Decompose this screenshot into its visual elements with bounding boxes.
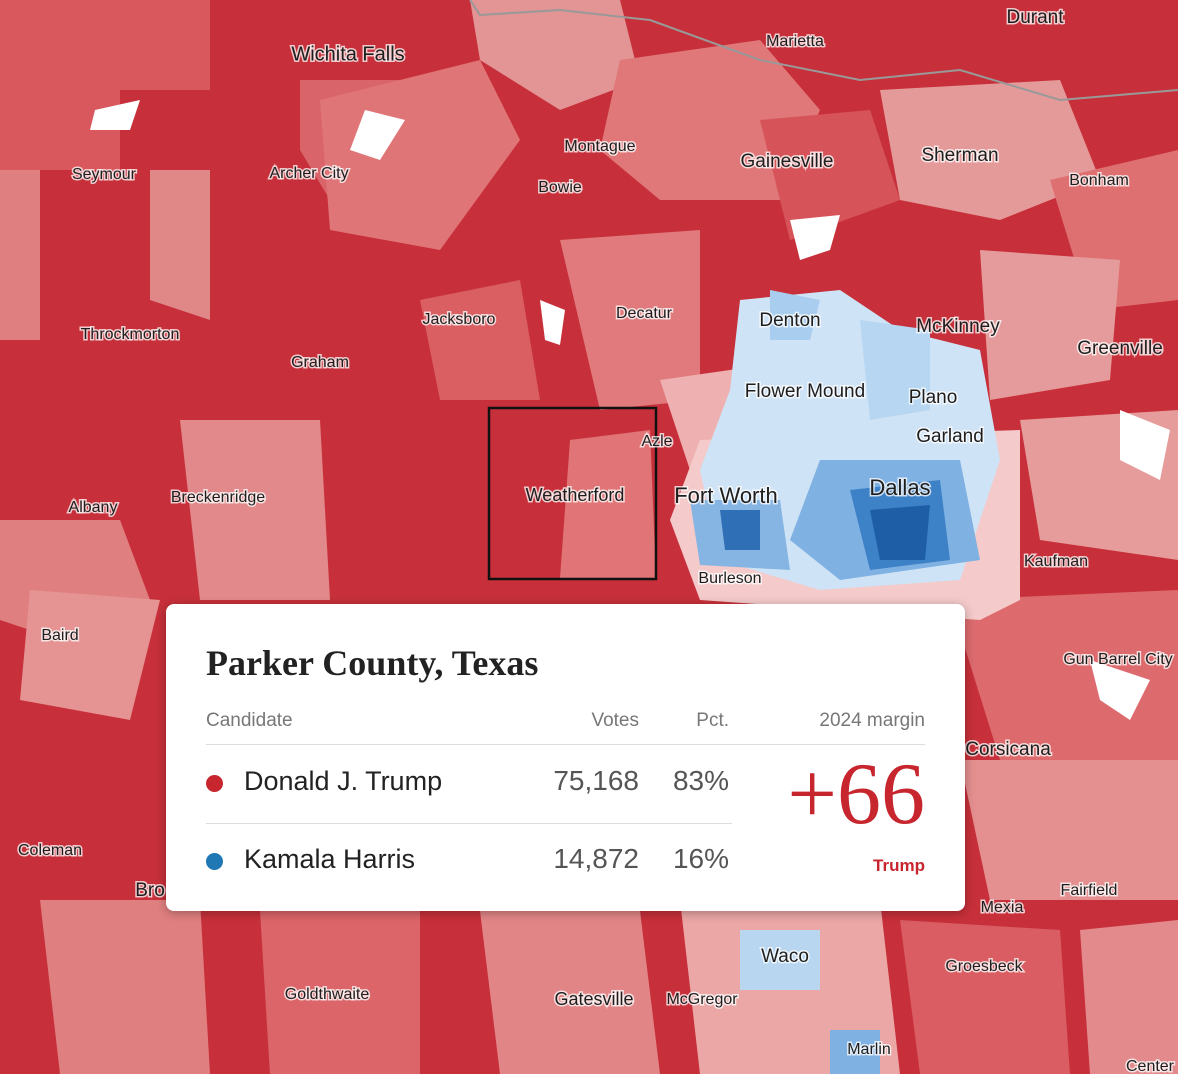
city-label: McGregor <box>666 991 738 1008</box>
city-label: Denton <box>759 310 820 331</box>
city-label: Sherman <box>921 145 998 166</box>
city-label: Gun Barrel City <box>1063 651 1172 668</box>
city-label: Goldthwaite <box>285 986 370 1003</box>
candidate-dot <box>206 853 223 870</box>
header: 2024 margin <box>819 710 925 731</box>
city-label: Plano <box>909 387 958 408</box>
city-label: Breckenridge <box>171 489 265 506</box>
tooltip: Parker County, Texas Candidate Votes Pct… <box>166 604 965 911</box>
city-label: Throckmorton <box>81 326 180 343</box>
candidate-name: Kamala Harris <box>244 844 416 874</box>
city-label: Fairfield <box>1061 882 1118 899</box>
margin-label: Trump <box>873 856 925 875</box>
county-outline <box>487 406 658 581</box>
city-label: Kaufman <box>1024 553 1088 570</box>
city-label: Gatesville <box>554 989 633 1009</box>
city-label: Durant <box>1006 7 1064 28</box>
city-label: Decatur <box>616 305 673 322</box>
city-label: McKinney <box>916 316 1000 337</box>
city-label: Baird <box>41 627 78 644</box>
city-label: Albany <box>69 499 118 516</box>
city-label: Wichita Falls <box>291 43 404 65</box>
city-label: Groesbeck <box>945 958 1023 975</box>
city-label: Waco <box>761 946 809 967</box>
city-label: Coleman <box>18 842 82 859</box>
city-label: Flower Mound <box>745 381 865 402</box>
city-label: Corsicana <box>965 739 1051 760</box>
candidate-name: Donald J. Trump <box>244 766 443 796</box>
votes: 14,872 <box>553 843 639 874</box>
margin: +66 <box>787 746 925 843</box>
city-label: Marietta <box>766 33 824 50</box>
city-label: Bowie <box>538 179 582 196</box>
city-label: Gainesville <box>741 151 834 172</box>
city-label: Jacksboro <box>423 311 496 328</box>
pct: 16% <box>672 843 729 874</box>
city-label: Center <box>1126 1058 1175 1074</box>
city-label: Bro <box>135 880 165 901</box>
city-label: Marlin <box>847 1041 891 1058</box>
pct: 83% <box>672 765 729 796</box>
header: Pct. <box>696 710 729 731</box>
divider <box>206 744 925 745</box>
candidate-dot <box>206 775 223 792</box>
city-label: Mexia <box>981 899 1024 916</box>
labels: Wichita Falls Marietta Durant Seymour Archer… <box>16 6 1176 1074</box>
city-label: Dallas <box>869 475 930 500</box>
city-label: Seymour <box>72 166 137 183</box>
city-label: Montague <box>564 138 635 155</box>
city-label: Azle <box>641 433 672 450</box>
city-label: Graham <box>291 354 349 371</box>
header: Votes <box>591 710 639 731</box>
city-label: Archer City <box>269 165 348 182</box>
city-label: Garland <box>916 426 984 447</box>
divider <box>206 823 732 824</box>
header: Candidate <box>206 710 293 731</box>
votes: 75,168 <box>553 765 639 796</box>
city-label: Bonham <box>1069 172 1129 189</box>
lakes <box>90 100 1170 720</box>
tooltip-title: Parker County, Texas <box>206 643 539 683</box>
city-label: Greenville <box>1077 338 1163 359</box>
city-label: Fort Worth <box>674 483 778 508</box>
city-label: Weatherford <box>526 485 625 505</box>
state-border <box>469 0 1178 102</box>
city-label: Burleson <box>698 570 761 587</box>
